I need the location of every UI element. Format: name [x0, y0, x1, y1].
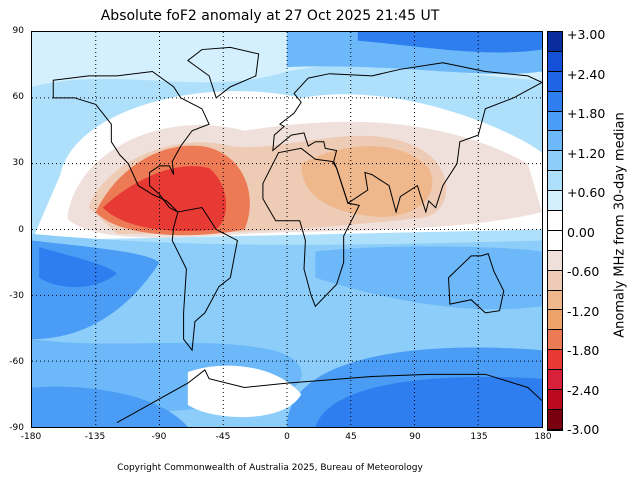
- coastlines: [53, 47, 542, 422]
- lat-label: -90: [9, 423, 24, 433]
- lon-label: -90: [151, 432, 167, 442]
- colorbar-label: +0.60: [567, 185, 606, 200]
- colorbar-bin: [548, 71, 562, 92]
- colorbar-label: -3.00: [567, 422, 600, 437]
- colorbar-bin: [548, 350, 562, 371]
- antarctica-outline: [117, 370, 542, 423]
- colorbar-label: -0.60: [567, 264, 600, 279]
- lon-label: -135: [84, 432, 106, 442]
- greenland-outline: [188, 47, 259, 97]
- lat-label: 30: [12, 158, 24, 168]
- colorbar-bin: [548, 91, 562, 112]
- lon-label: 180: [534, 432, 552, 442]
- colorbar-bin: [548, 270, 562, 291]
- colorbar-bin: [548, 191, 562, 212]
- lat-label: -30: [9, 291, 24, 301]
- colorbar-bin: [548, 111, 562, 132]
- lon-label: 45: [345, 432, 357, 442]
- lon-label: -180: [20, 432, 42, 442]
- graticule: [32, 32, 542, 427]
- colorbar-bin: [548, 151, 562, 172]
- colorbar-bin: [548, 230, 562, 251]
- colorbar-bin: [548, 330, 562, 351]
- lon-label: -45: [215, 432, 231, 442]
- colorbar-label: +2.40: [567, 66, 606, 82]
- colorbar: [547, 31, 563, 431]
- colorbar-bin: [548, 51, 562, 72]
- lat-label: -60: [9, 357, 24, 367]
- colorbar-label: -1.20: [567, 303, 600, 319]
- colorbar-bin: [548, 390, 562, 410]
- colorbar-title: Anomaly MHz from 30-day median: [612, 112, 628, 338]
- anomaly-map: [31, 31, 543, 428]
- africa-outline: [263, 148, 359, 306]
- colorbar-label: -2.40: [567, 382, 600, 398]
- colorbar-bin: [548, 370, 562, 391]
- map-title: Absolute foF2 anomaly at 27 Oct 2025 21:…: [100, 8, 440, 24]
- lon-label: 135: [470, 432, 488, 442]
- colorbar-bin: [548, 131, 562, 152]
- lat-label: 0: [18, 225, 24, 235]
- colorbar-label: 0.00: [567, 224, 595, 240]
- lon-label: 90: [409, 432, 421, 442]
- lat-label: 60: [12, 92, 24, 102]
- colorbar-label: +1.80: [567, 106, 606, 121]
- australia-outline: [449, 254, 504, 313]
- north-america-outline: [53, 72, 209, 212]
- colorbar-bin: [548, 310, 562, 331]
- lat-label: 90: [12, 26, 24, 36]
- eurasia-outline: [273, 63, 542, 212]
- lon-label: 0: [284, 432, 290, 442]
- colorbar-bin: [548, 250, 562, 271]
- south-america-outline: [172, 208, 237, 351]
- colorbar-bin: [548, 32, 562, 52]
- colorbar-label: -1.80: [567, 343, 600, 358]
- colorbar-bin: [548, 290, 562, 311]
- colorbar-bin: [548, 211, 562, 231]
- colorbar-label: +3.00: [567, 27, 606, 42]
- copyright-text: Copyright Commonwealth of Australia 2025…: [117, 463, 423, 473]
- colorbar-bin: [548, 409, 562, 430]
- colorbar-bin: [548, 171, 562, 192]
- colorbar-label: +1.20: [567, 145, 606, 161]
